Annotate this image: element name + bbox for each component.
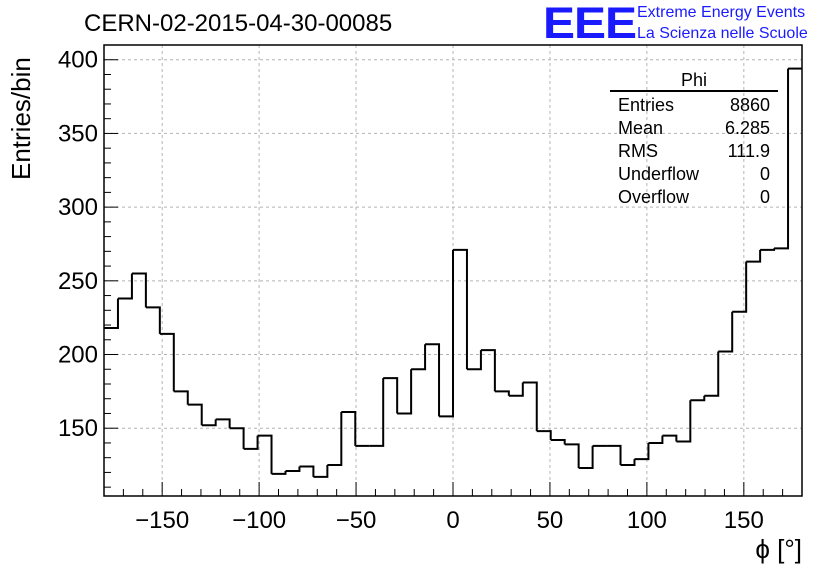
histogram-bin [466,350,482,371]
histogram-bin [173,390,189,405]
stats-row: Entries 8860 [610,94,778,117]
histogram-bin [411,344,427,371]
histogram-bin [243,435,259,450]
stats-label: Overflow [618,187,690,207]
histogram-bin [369,378,385,447]
histogram-bin [104,298,119,329]
y-tick-label: 400 [58,47,98,74]
y-tick-label: 200 [58,342,98,369]
histogram-bin [662,434,678,442]
stats-row: Underflow 0 [610,163,778,186]
histogram-bin [397,369,413,415]
x-tick-label: −50 [336,507,377,534]
logo-line-1: Extreme Energy Events [637,4,806,21]
histogram-bin [145,306,161,334]
stats-title: Phi [680,70,707,90]
stats-value: 0 [759,164,770,184]
x-tick-label: −150 [135,507,189,534]
histogram-bin [285,466,301,472]
histogram-bin [620,459,636,467]
histogram-bin [480,349,496,392]
histogram-bin [131,272,147,308]
histogram-bin [578,445,594,469]
x-tick-label: 50 [537,507,564,534]
stats-value: 8860 [729,95,770,115]
histogram-bin [774,68,790,250]
histogram-bin [383,377,399,414]
stats-value: 0 [759,187,770,207]
histogram-bins [104,67,802,478]
histogram-bin [760,248,776,251]
histogram-bin [425,343,441,417]
x-axis-label: ϕ [°] [755,534,802,564]
x-tick-label: 100 [627,507,667,534]
histogram-bin [201,419,217,427]
histogram-bin [536,430,552,440]
stats-row: RMS 111.9 [610,140,778,163]
y-tick-label: 300 [58,194,98,221]
stats-label: Entries [618,95,675,115]
y-tick-label: 150 [58,415,98,442]
histogram-bin [550,438,566,445]
stats-box: Phi Entries 8860 Mean 6.285 RMS 111.9 Underflo… [610,70,778,209]
histogram-bin [313,465,329,478]
histogram-bin [746,249,762,263]
histogram-bin [494,390,510,396]
histogram-bin [508,382,524,397]
stats-label: Mean [618,118,664,138]
logo-line-2: La Scienza nelle Scuole [637,25,808,42]
x-tick-label: 150 [724,507,764,534]
stats-rows: Entries 8860 Mean 6.285 RMS 111.9 Underflow 0 Ov… [610,94,778,209]
histogram-bin [439,249,454,418]
histogram-bin [718,311,734,353]
histogram-bin [690,395,706,402]
y-tick-label: 250 [58,268,98,295]
stats-divider [610,90,778,92]
y-tick-label: 350 [58,120,98,147]
histogram-bin [606,444,622,466]
eee-logo: EEE [543,0,637,48]
histogram-bin [732,261,748,313]
histogram-bin [229,427,245,449]
x-tick-label: 0 [446,507,459,534]
histogram-bin [704,351,720,397]
histogram-bin [648,435,664,444]
histogram-bin [341,410,357,446]
stats-value: 111.9 [727,141,770,161]
histogram-bin [215,418,231,429]
axis-ticks [103,44,803,496]
histogram-bin [522,381,538,432]
stats-row: Overflow 0 [610,186,778,209]
stats-row: Mean 6.285 [610,117,778,140]
histogram-bin [676,400,692,443]
histogram-bin [453,248,468,370]
stats-label: Underflow [618,164,700,184]
histogram-bin [564,443,580,468]
stats-label: RMS [618,141,658,161]
histogram-bin [327,411,343,467]
y-axis-label: Entries/bin [6,57,36,180]
histogram-bin [117,273,133,300]
histogram-bin [159,332,175,392]
histogram-bin [257,434,273,474]
histogram-bin [634,442,650,461]
histogram-bin [187,403,203,426]
histogram-bin [299,465,315,477]
tick-labels: −150 −100 −50 0 50 100 150 150 200 250 300 350 400 [58,47,764,534]
x-tick-label: −100 [232,507,286,534]
histogram-bin [271,470,287,475]
stats-value: 6.285 [724,118,770,138]
run-title: CERN-02-2015-04-30-00085 [84,10,393,37]
